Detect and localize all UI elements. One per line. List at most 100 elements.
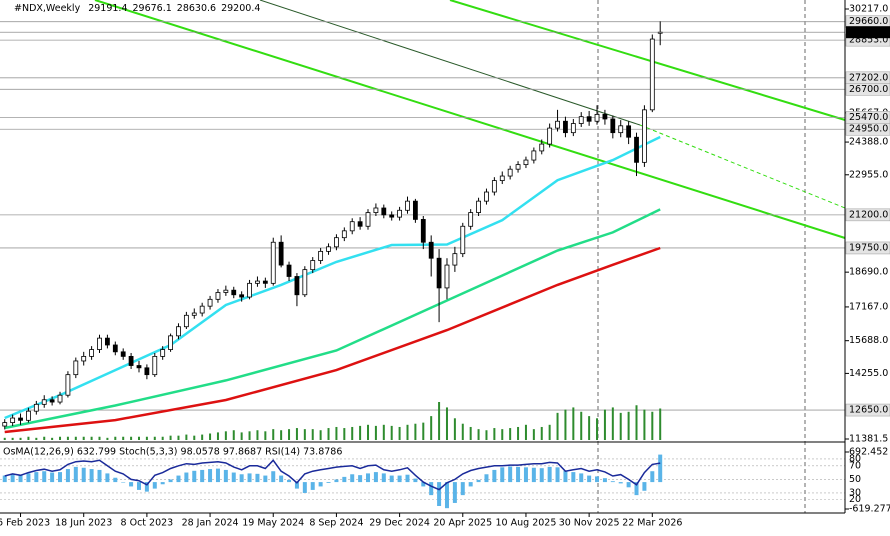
candle-body bbox=[507, 168, 513, 177]
x-tick-label: 30 Nov 2025 bbox=[559, 518, 620, 529]
osma-bar bbox=[184, 472, 189, 483]
volume-bar bbox=[540, 426, 543, 440]
volume-bar bbox=[327, 428, 330, 440]
candle-body bbox=[468, 212, 474, 227]
header-open: 29191.4 bbox=[88, 3, 127, 14]
candle-body bbox=[357, 221, 363, 227]
volume-bar bbox=[272, 429, 275, 440]
osma-bar bbox=[571, 472, 576, 483]
x-tick-label: 8 Sep 2024 bbox=[309, 518, 363, 529]
candle-body bbox=[531, 150, 537, 161]
candle-body bbox=[539, 143, 545, 152]
level-label: 24950.0 bbox=[849, 124, 888, 135]
x-tick-label: 10 Aug 2025 bbox=[496, 518, 557, 529]
y2-tick-label: 70 bbox=[849, 460, 861, 471]
volume-bar bbox=[35, 437, 38, 440]
osma-bar bbox=[547, 466, 552, 483]
volume-bar bbox=[27, 436, 30, 440]
volume-bar bbox=[19, 437, 22, 440]
chart-header: #NDX,Weekly 29191.4 29676.1 28630.6 29200.4 bbox=[14, 3, 260, 14]
osma-bar bbox=[342, 476, 347, 483]
osma-bar bbox=[602, 478, 607, 483]
volume-bar bbox=[145, 436, 148, 440]
level-label-bg bbox=[845, 403, 890, 417]
y-tick-label: 24388.0 bbox=[849, 137, 888, 148]
osma-bar bbox=[160, 482, 165, 485]
volume-bar bbox=[209, 433, 212, 440]
x-tick-label: 19 May 2024 bbox=[242, 518, 304, 529]
volume-bar bbox=[311, 429, 314, 440]
candle-body bbox=[310, 260, 316, 271]
x-tick-label: 20 Apr 2025 bbox=[433, 518, 492, 529]
volume-bar bbox=[651, 411, 654, 440]
trend-line bbox=[94, 0, 846, 239]
candle-body bbox=[460, 225, 466, 255]
candle-body bbox=[160, 349, 166, 357]
osma-bar bbox=[105, 473, 110, 483]
candle-body bbox=[2, 422, 8, 427]
volume-bar bbox=[114, 436, 117, 440]
y-tick-label: 14255.0 bbox=[849, 368, 888, 379]
volume-bar bbox=[153, 436, 156, 440]
volume-bar bbox=[240, 432, 243, 440]
candle-body bbox=[570, 123, 576, 134]
candle-body bbox=[112, 344, 118, 353]
osma-bar bbox=[437, 482, 442, 506]
volume-bar bbox=[524, 424, 527, 440]
candle-body bbox=[183, 314, 189, 328]
plot-layer bbox=[0, 21, 845, 509]
volume-bar bbox=[177, 435, 180, 440]
candle-body bbox=[412, 200, 418, 220]
osma-bar bbox=[413, 478, 418, 483]
osma-bar bbox=[421, 482, 426, 487]
volume-bar bbox=[264, 431, 267, 440]
candle-body bbox=[515, 164, 521, 170]
indicator-legend: OsMA(12,26,9) 632.799 Stoch(5,3,3) 98.05… bbox=[3, 447, 342, 458]
candle-body bbox=[484, 191, 489, 202]
osma-bar bbox=[587, 475, 592, 483]
volume-bar bbox=[382, 424, 385, 440]
osma-bar bbox=[176, 475, 181, 483]
current-price-label: 29200.4 bbox=[849, 27, 888, 38]
candle-body bbox=[405, 200, 410, 211]
volume-bar bbox=[509, 428, 512, 440]
candle-body bbox=[207, 298, 213, 307]
y2-tick-label: 50 bbox=[849, 474, 861, 485]
osma-bar bbox=[287, 479, 292, 483]
volume-bar bbox=[548, 424, 551, 440]
trend-line bbox=[449, 0, 846, 121]
chart-title: #NDX,Weekly bbox=[14, 3, 81, 14]
osma-bar bbox=[121, 482, 126, 483]
volume-bar bbox=[106, 437, 109, 440]
candle-body bbox=[381, 207, 387, 216]
osma-bar bbox=[476, 479, 481, 483]
volume-bar bbox=[556, 412, 559, 440]
volume-bar bbox=[445, 407, 448, 440]
header-high: 29676.1 bbox=[133, 3, 172, 14]
volume-bar bbox=[367, 424, 370, 440]
volume-bar bbox=[295, 428, 298, 440]
osma-bar bbox=[279, 475, 284, 483]
volume-bar bbox=[256, 430, 259, 440]
osma-bar bbox=[81, 467, 86, 483]
osma-bar bbox=[579, 473, 584, 483]
osma-bar bbox=[658, 454, 663, 483]
level-label-bg bbox=[845, 122, 890, 136]
header-close: 29200.4 bbox=[221, 3, 260, 14]
osma-bar bbox=[492, 469, 497, 483]
trend-line bbox=[259, 0, 641, 126]
candle-body bbox=[334, 237, 339, 248]
trend-line-extension bbox=[639, 124, 846, 209]
osma-bar bbox=[444, 482, 449, 509]
moving-average bbox=[4, 208, 661, 430]
candle-body bbox=[176, 326, 181, 337]
candle-body bbox=[49, 399, 55, 403]
x-tick-label: 22 Mar 2026 bbox=[622, 518, 682, 529]
osma-bar bbox=[373, 472, 378, 483]
osma-bar bbox=[263, 475, 268, 483]
osma-bar bbox=[97, 469, 102, 483]
volume-bar bbox=[3, 437, 6, 440]
osma-bar bbox=[58, 472, 63, 483]
y-tick-label: 11381.5 bbox=[849, 434, 888, 445]
volume-bar bbox=[351, 426, 354, 440]
